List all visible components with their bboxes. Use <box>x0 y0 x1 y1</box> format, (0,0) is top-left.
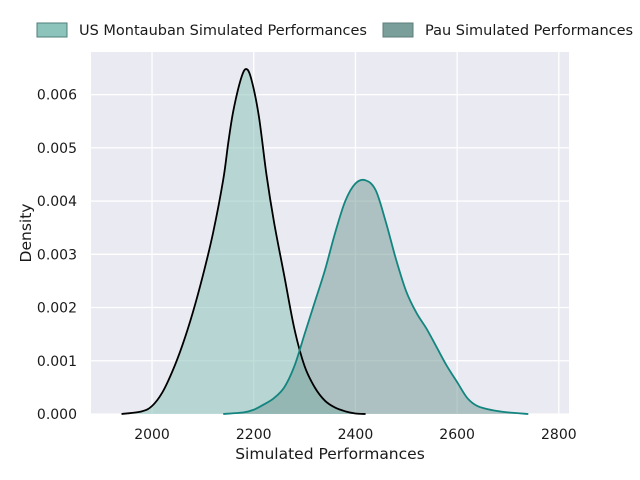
density-line-us-montauban <box>121 68 366 415</box>
legend-swatch-pau <box>382 22 414 38</box>
x-axis-label: Simulated Performances <box>235 445 425 463</box>
density-line-pau <box>223 178 529 415</box>
density-series <box>121 68 529 415</box>
y-axis-label: Density <box>17 204 35 263</box>
y-tick-labels: 0.000 0.001 0.002 0.003 0.004 0.005 0.006 <box>37 88 77 423</box>
x-tick-labels: 2000 2200 2400 2600 2800 <box>134 427 576 443</box>
legend-label-pau: Pau Simulated Performances <box>425 23 633 39</box>
density-area-pau <box>223 179 529 414</box>
legend-swatch-us-montauban <box>36 22 68 38</box>
y-tick-label: 0.003 <box>37 247 77 263</box>
y-tick-label: 0.006 <box>37 88 77 104</box>
y-tick-label: 0.000 <box>37 407 77 423</box>
y-tick-label: 0.001 <box>37 354 77 370</box>
y-tick-label: 0.004 <box>37 194 77 210</box>
x-tick-label: 2400 <box>338 427 374 443</box>
y-tick-label: 0.005 <box>37 141 77 157</box>
x-tick-label: 2200 <box>236 427 272 443</box>
x-tick-label: 2000 <box>134 427 170 443</box>
density-area-us-montauban <box>121 69 366 414</box>
x-tick-label: 2600 <box>439 427 475 443</box>
y-tick-label: 0.002 <box>37 301 77 317</box>
x-tick-label: 2800 <box>541 427 577 443</box>
legend-label-us-montauban: US Montauban Simulated Performances <box>79 23 367 39</box>
legend: US Montauban Simulated Performances Pau … <box>36 22 633 39</box>
